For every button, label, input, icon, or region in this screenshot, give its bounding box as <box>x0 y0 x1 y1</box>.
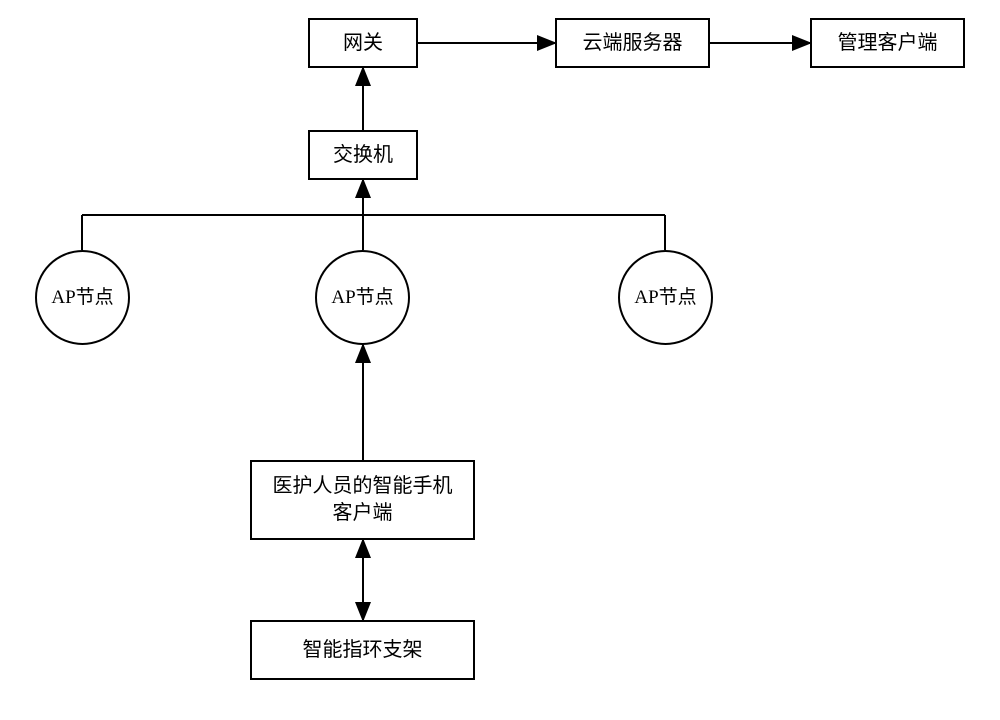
node-cloud-label: 云端服务器 <box>583 30 683 57</box>
node-gateway-label: 网关 <box>343 30 383 57</box>
node-phone: 医护人员的智能手机 客户端 <box>250 460 475 540</box>
node-ap2-label: AP节点 <box>331 285 393 311</box>
node-ap2: AP节点 <box>315 250 410 345</box>
node-client: 管理客户端 <box>810 18 965 68</box>
node-ap1: AP节点 <box>35 250 130 345</box>
node-ap3-label: AP节点 <box>634 285 696 311</box>
node-phone-label: 医护人员的智能手机 客户端 <box>273 473 453 527</box>
node-ap3: AP节点 <box>618 250 713 345</box>
diagram-connectors <box>0 0 1000 720</box>
node-gateway: 网关 <box>308 18 418 68</box>
node-ap1-label: AP节点 <box>51 285 113 311</box>
node-ring-label: 智能指环支架 <box>303 637 423 664</box>
node-ring: 智能指环支架 <box>250 620 475 680</box>
node-cloud: 云端服务器 <box>555 18 710 68</box>
node-switch: 交换机 <box>308 130 418 180</box>
node-client-label: 管理客户端 <box>838 30 938 57</box>
node-switch-label: 交换机 <box>333 142 393 169</box>
